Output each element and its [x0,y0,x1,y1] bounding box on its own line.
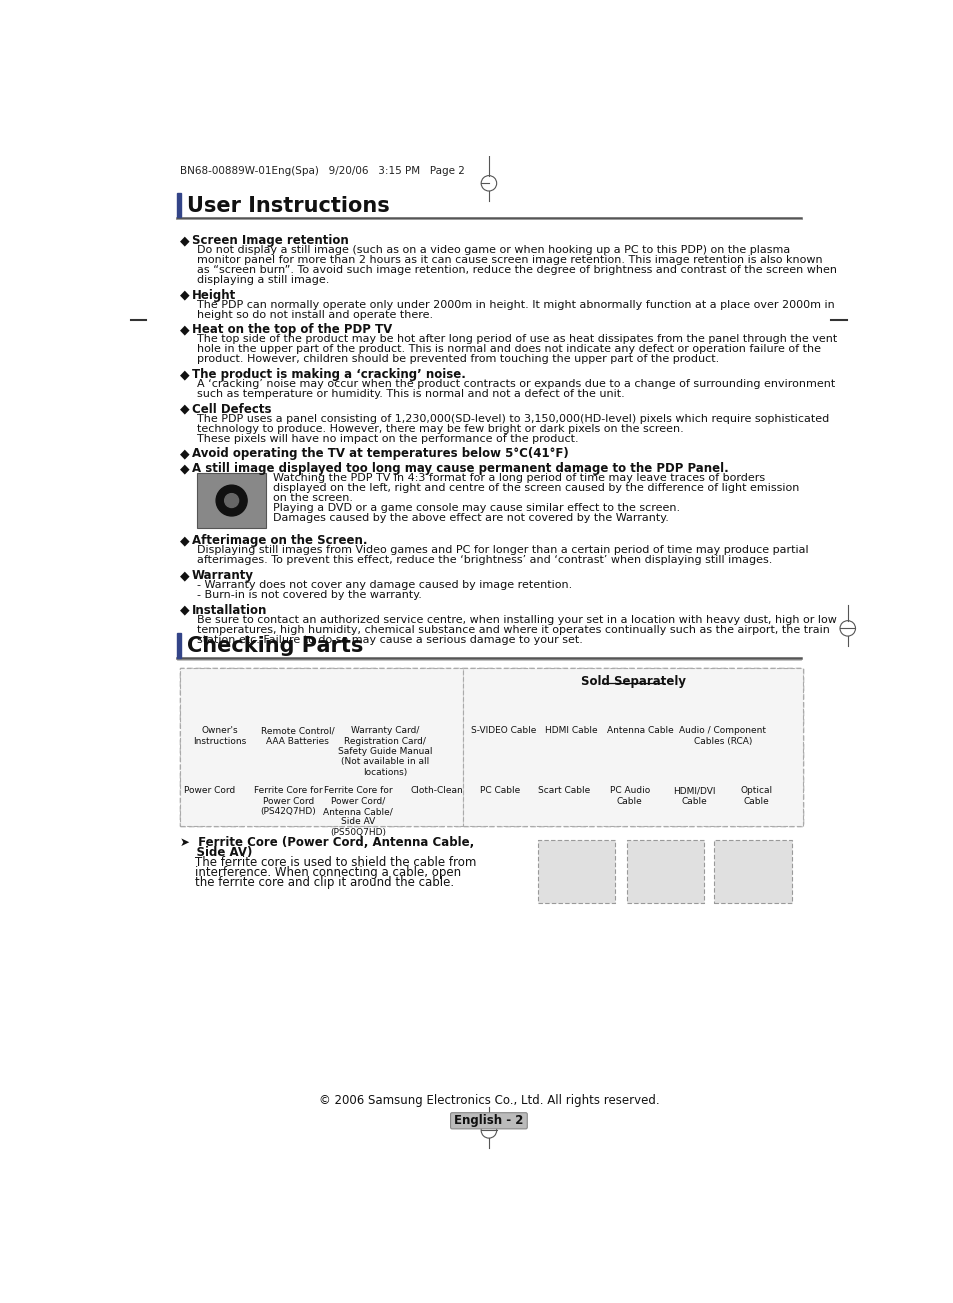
Bar [463,668,802,826]
Bar [177,193,181,218]
Text: PC Cable: PC Cable [479,786,520,795]
Text: The ferrite core is used to shield the cable from: The ferrite core is used to shield the c… [179,856,476,869]
Text: Optical
Cable: Optical Cable [740,786,771,805]
Text: Checking Parts: Checking Parts [187,636,363,657]
Text: Damages caused by the above effect are not covered by the Warranty.: Damages caused by the above effect are n… [273,513,668,523]
Text: PC Audio
Cable: PC Audio Cable [609,786,649,805]
Text: Watching the PDP TV in 4:3 format for a long period of time may leave traces of : Watching the PDP TV in 4:3 format for a … [273,473,764,483]
Text: displaying a still image.: displaying a still image. [196,275,329,285]
Text: Cloth-Clean: Cloth-Clean [410,786,463,795]
Text: A ‘cracking’ noise may occur when the product contracts or expands due to a chan: A ‘cracking’ noise may occur when the pr… [196,379,834,388]
Text: Ferrite Core for
Power Cord
(PS42Q7HD): Ferrite Core for Power Cord (PS42Q7HD) [253,786,322,816]
Circle shape [224,494,238,507]
Text: The product is making a ‘cracking’ noise.: The product is making a ‘cracking’ noise… [192,369,465,380]
Text: ◆: ◆ [179,403,189,416]
Text: A still image displayed too long may cause permanent damage to the PDP Panel.: A still image displayed too long may cau… [192,463,728,476]
Text: ◆: ◆ [179,289,189,302]
Text: ◆: ◆ [179,323,189,336]
Bar [179,668,802,826]
Text: ◆: ◆ [179,369,189,380]
Text: HDMI/DVI
Cable: HDMI/DVI Cable [672,786,715,805]
Text: The PDP can normally operate only under 2000m in height. It might abnormally fun: The PDP can normally operate only under … [196,300,834,310]
Text: the ferrite core and clip it around the cable.: the ferrite core and clip it around the … [179,876,454,889]
Text: © 2006 Samsung Electronics Co., Ltd. All rights reserved.: © 2006 Samsung Electronics Co., Ltd. All… [318,1095,659,1108]
Text: Side AV): Side AV) [179,846,252,859]
Text: Remote Control/
AAA Batteries: Remote Control/ AAA Batteries [260,726,334,745]
Text: Cell Defects: Cell Defects [192,403,272,416]
Text: Warranty Card/
Registration Card/
Safety Guide Manual
(Not available in all
loca: Warranty Card/ Registration Card/ Safety… [337,726,432,777]
Text: ➤  Ferrite Core (Power Cord, Antenna Cable,: ➤ Ferrite Core (Power Cord, Antenna Cabl… [179,835,474,848]
Text: monitor panel for more than 2 hours as it can cause screen image retention. This: monitor panel for more than 2 hours as i… [196,255,821,265]
Text: such as temperature or humidity. This is normal and not a defect of the unit.: such as temperature or humidity. This is… [196,388,624,399]
Text: Playing a DVD or a game console may cause similar effect to the screen.: Playing a DVD or a game console may caus… [273,503,679,513]
Text: Ferrite Core for
Power Cord/
Antenna Cable/
Side AV
(PS50Q7HD): Ferrite Core for Power Cord/ Antenna Cab… [323,786,393,837]
Text: product. However, children should be prevented from touching the upper part of t: product. However, children should be pre… [196,354,719,365]
Text: - Warranty does not cover any damage caused by image retention.: - Warranty does not cover any damage cau… [196,580,572,590]
Text: Audio / Component
Cables (RCA): Audio / Component Cables (RCA) [679,726,765,745]
Text: ◆: ◆ [179,235,189,248]
Text: hole in the upper part of the product. This is normal and does not indicate any : hole in the upper part of the product. T… [196,344,820,354]
Text: Screen Image retention: Screen Image retention [192,235,349,248]
Bar [626,840,703,903]
Text: on the screen.: on the screen. [273,493,353,503]
Text: ◆: ◆ [179,603,189,616]
Text: Sold Separately: Sold Separately [579,675,685,688]
Text: The PDP uses a panel consisting of 1,230,000(SD-level) to 3,150,000(HD-level) pi: The PDP uses a panel consisting of 1,230… [196,413,828,423]
Text: BN68-00889W-01Eng(Spa)   9/20/06   3:15 PM   Page 2: BN68-00889W-01Eng(Spa) 9/20/06 3:15 PM P… [179,165,464,176]
Circle shape [216,485,247,516]
Bar [177,633,181,658]
Bar [196,473,266,528]
Text: ◆: ◆ [179,463,189,476]
Text: ◆: ◆ [179,569,189,582]
Text: Heat on the top of the PDP TV: Heat on the top of the PDP TV [192,323,392,336]
Text: Do not display a still image (such as on a video game or when hooking up a PC to: Do not display a still image (such as on… [196,245,789,255]
Text: Installation: Installation [192,603,267,616]
Text: ◆: ◆ [179,534,189,547]
Text: Afterimage on the Screen.: Afterimage on the Screen. [192,534,367,547]
Text: displayed on the left, right and centre of the screen caused by the difference o: displayed on the left, right and centre … [273,483,799,493]
Text: station etc. Failure to do so may cause a serious damage to your set.: station etc. Failure to do so may cause … [196,635,582,645]
Text: HDMI Cable: HDMI Cable [545,726,598,735]
Text: as “screen burn”. To avoid such image retention, reduce the degree of brightness: as “screen burn”. To avoid such image re… [196,265,836,275]
FancyBboxPatch shape [450,1113,527,1128]
Text: Displaying still images from Video games and PC for longer than a certain period: Displaying still images from Video games… [196,545,807,555]
Text: These pixels will have no impact on the performance of the product.: These pixels will have no impact on the … [196,434,578,443]
Text: S-VIDEO Cable: S-VIDEO Cable [471,726,536,735]
Text: User Instructions: User Instructions [187,195,390,215]
Text: Scart Cable: Scart Cable [537,786,590,795]
Text: Warranty: Warranty [192,569,253,582]
Text: The top side of the product may be hot after long period of use as heat dissipat: The top side of the product may be hot a… [196,335,836,344]
Bar [537,840,615,903]
Text: afterimages. To prevent this effect, reduce the ‘brightness’ and ‘contrast’ when: afterimages. To prevent this effect, red… [196,555,771,566]
Text: Owner's
Instructions: Owner's Instructions [193,726,247,745]
Text: temperatures, high humidity, chemical substance and where it operates continuall: temperatures, high humidity, chemical su… [196,624,829,635]
Text: technology to produce. However, there may be few bright or dark pixels on the sc: technology to produce. However, there ma… [196,423,682,434]
Text: ◆: ◆ [179,447,189,460]
Text: Power Cord: Power Cord [183,786,234,795]
Text: height so do not install and operate there.: height so do not install and operate the… [196,310,433,319]
Text: Height: Height [192,289,236,302]
Text: Avoid operating the TV at temperatures below 5°C(41°F): Avoid operating the TV at temperatures b… [192,447,568,460]
Text: Antenna Cable: Antenna Cable [606,726,673,735]
Text: Be sure to contact an authorized service centre, when installing your set in a l: Be sure to contact an authorized service… [196,615,836,624]
Bar [179,668,463,826]
Text: interference. When connecting a cable, open: interference. When connecting a cable, o… [179,865,460,878]
Bar [714,840,791,903]
Text: English - 2: English - 2 [454,1114,523,1127]
Text: - Burn-in is not covered by the warranty.: - Burn-in is not covered by the warranty… [196,590,421,599]
